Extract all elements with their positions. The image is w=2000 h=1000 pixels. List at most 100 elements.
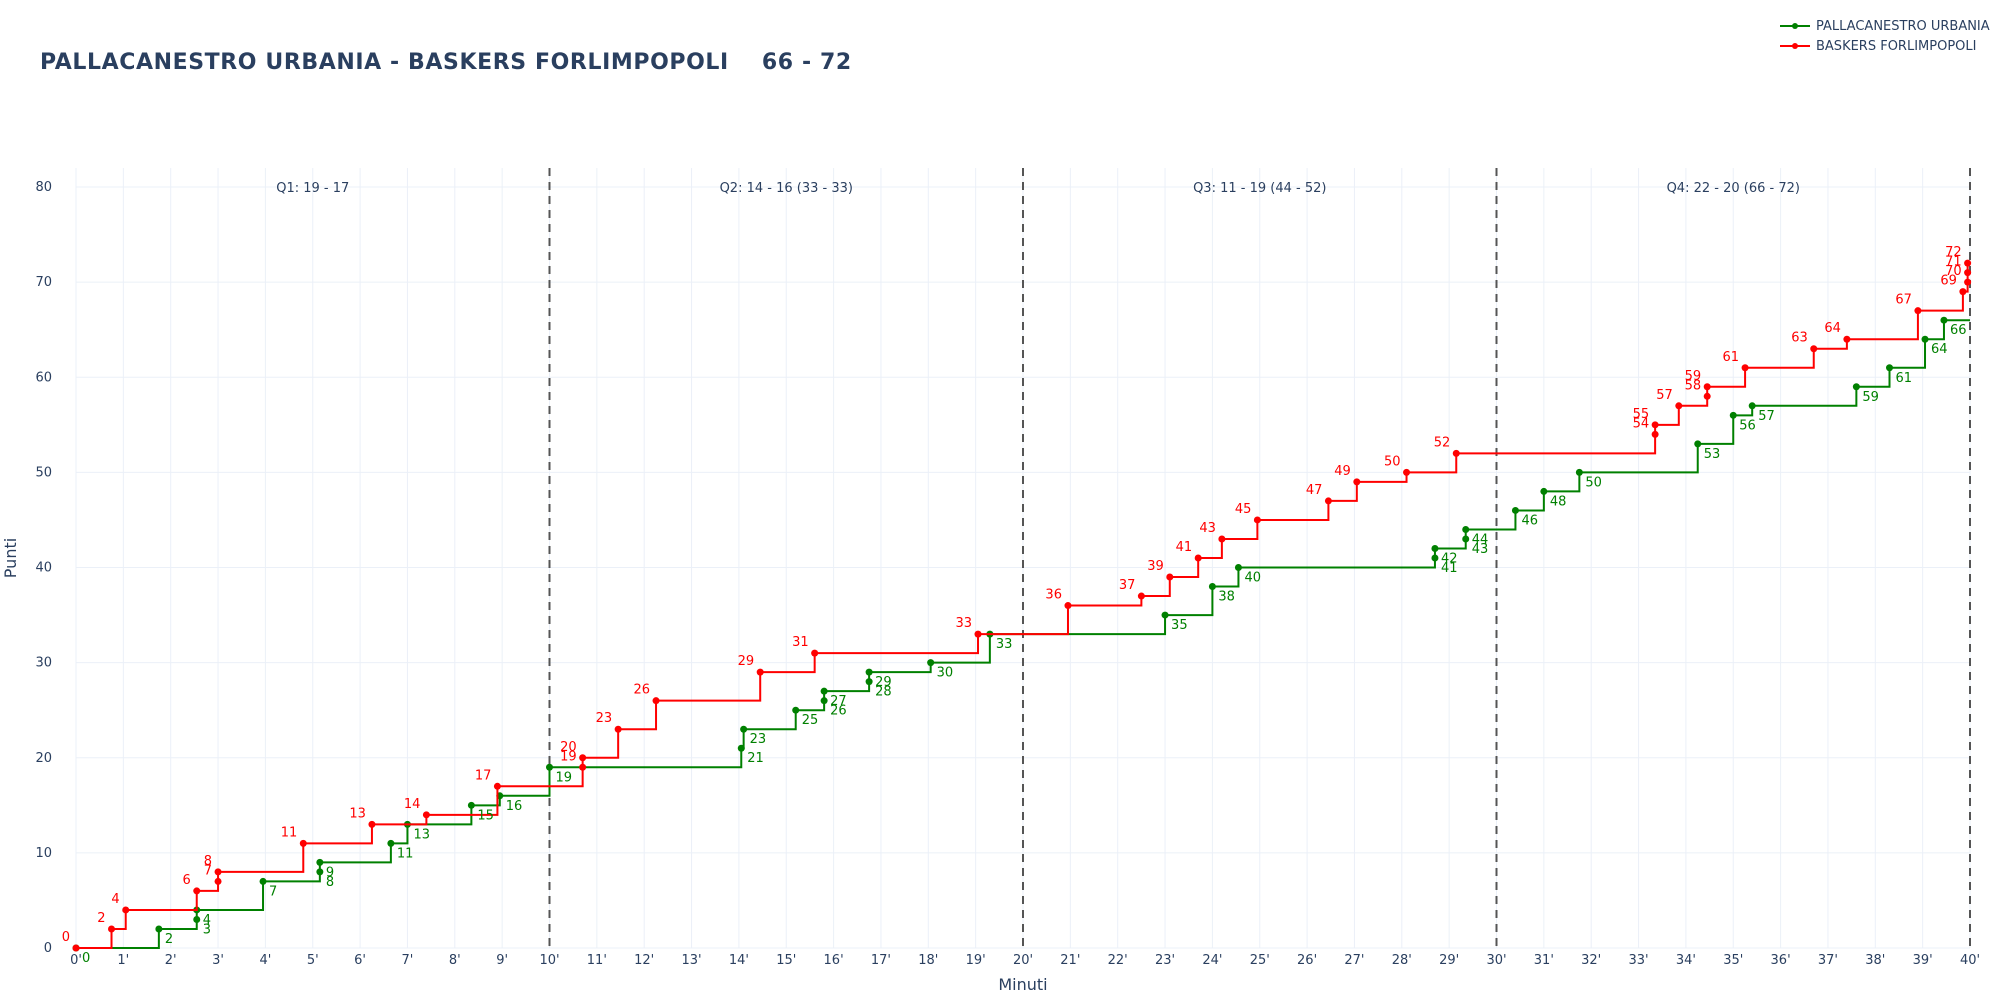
x-tick-label: 2' — [165, 953, 177, 968]
x-tick-label: 8' — [449, 953, 461, 968]
x-tick-label: 24' — [1202, 953, 1222, 968]
data-point — [493, 782, 501, 790]
data-label: 70 — [1945, 264, 1962, 279]
data-point — [737, 744, 745, 752]
data-label: 11 — [397, 846, 414, 861]
data-point — [1964, 278, 1972, 286]
data-point — [1324, 497, 1332, 505]
data-label: 31 — [792, 635, 809, 650]
x-tick-label: 3' — [212, 953, 224, 968]
data-point — [546, 763, 553, 771]
data-label: 33 — [955, 616, 972, 631]
data-point — [1511, 506, 1519, 514]
data-label: 11 — [281, 825, 298, 840]
data-point — [108, 925, 116, 933]
data-label: 33 — [996, 637, 1013, 652]
data-label: 23 — [596, 711, 613, 726]
data-point — [756, 668, 764, 676]
data-point — [652, 697, 660, 705]
data-label: 49 — [1334, 464, 1351, 479]
data-label: 42 — [1441, 551, 1458, 566]
data-label: 57 — [1758, 409, 1775, 424]
x-tick-label: 17' — [871, 953, 891, 968]
data-point — [1852, 383, 1860, 391]
data-point — [927, 659, 935, 667]
data-label: 58 — [1685, 378, 1702, 393]
data-point — [1137, 592, 1145, 600]
data-label: 21 — [747, 751, 764, 766]
data-label: 44 — [1472, 532, 1489, 547]
data-label: 43 — [1472, 542, 1489, 557]
data-label: 2 — [97, 911, 105, 926]
x-tick-label: 40' — [1960, 953, 1980, 968]
data-label: 17 — [475, 768, 492, 783]
data-point — [1651, 430, 1659, 438]
data-label: 37 — [1119, 578, 1136, 593]
data-label: 19 — [556, 770, 573, 785]
data-point — [1253, 516, 1261, 524]
data-label: 15 — [477, 808, 494, 823]
quarter-annotation: Q4: 22 - 20 (66 - 72) — [1667, 181, 1800, 196]
title-score: 66 - 72 — [761, 50, 852, 75]
x-tick-label: 16' — [824, 953, 844, 968]
x-tick-label: 34' — [1676, 953, 1696, 968]
data-point — [72, 944, 80, 952]
x-tick-label: 29' — [1439, 953, 1459, 968]
data-label: 29 — [738, 654, 755, 669]
data-label: 57 — [1656, 388, 1673, 403]
point-labels: 0234789111315161921232526272829303335384… — [62, 245, 1967, 966]
data-point — [740, 725, 748, 733]
data-point — [1886, 364, 1894, 372]
data-label: 69 — [1940, 274, 1957, 289]
data-point — [811, 649, 819, 657]
x-tick-label: 7' — [402, 953, 414, 968]
data-label: 14 — [404, 797, 421, 812]
data-label: 64 — [1824, 321, 1841, 336]
data-point — [387, 839, 395, 847]
legend[interactable]: PALLACANESTRO URBANIA BASKERS FORLIMPOPO… — [1780, 16, 1990, 56]
data-label: 39 — [1147, 559, 1164, 574]
data-label: 30 — [937, 666, 954, 681]
data-label: 20 — [560, 740, 577, 755]
x-tick-label: 9' — [496, 953, 508, 968]
data-label: 26 — [830, 704, 847, 719]
data-label: 55 — [1633, 407, 1650, 422]
legend-item-urbania[interactable]: PALLACANESTRO URBANIA — [1780, 16, 1990, 36]
data-point — [1741, 364, 1749, 372]
data-label: 52 — [1434, 435, 1451, 450]
x-tick-label: 20' — [1013, 953, 1033, 968]
x-tick-label: 10' — [539, 953, 559, 968]
data-label: 36 — [1045, 588, 1062, 603]
data-label: 0 — [82, 951, 90, 966]
data-label: 47 — [1306, 483, 1323, 498]
data-label: 45 — [1235, 502, 1252, 517]
data-point — [1675, 402, 1683, 410]
data-point — [155, 925, 163, 933]
data-point — [1208, 583, 1216, 591]
legend-item-forlimpopoli[interactable]: BASKERS FORLIMPOPOLI — [1780, 36, 1990, 56]
y-axis-label: Punti — [1, 538, 20, 578]
data-label: 71 — [1945, 255, 1962, 270]
chart-title: PALLACANESTRO URBANIA - BASKERS FORLIMPO… — [40, 50, 852, 75]
data-point — [422, 811, 430, 819]
data-point — [579, 754, 587, 762]
data-point — [579, 763, 587, 771]
legend-swatch-urbania — [1780, 23, 1810, 29]
quarter-annotation: Q3: 11 - 19 (44 - 52) — [1193, 181, 1326, 196]
data-label: 61 — [1896, 371, 1913, 386]
x-tick-label: 6' — [354, 953, 366, 968]
y-tick-label: 30 — [35, 656, 52, 671]
x-tick-label: 31' — [1534, 953, 1554, 968]
series-line-0 — [76, 319, 1970, 949]
data-point — [259, 877, 267, 885]
x-tick-label: 14' — [729, 953, 749, 968]
data-point — [368, 820, 376, 828]
title-teams: PALLACANESTRO URBANIA - BASKERS FORLIMPO… — [40, 50, 729, 75]
legend-swatch-forlimpopoli — [1780, 43, 1810, 49]
x-tick-label: 19' — [966, 953, 986, 968]
data-label: 56 — [1739, 418, 1756, 433]
x-tick-label: 28' — [1392, 953, 1412, 968]
data-point — [820, 687, 828, 695]
data-point — [1964, 269, 1972, 277]
